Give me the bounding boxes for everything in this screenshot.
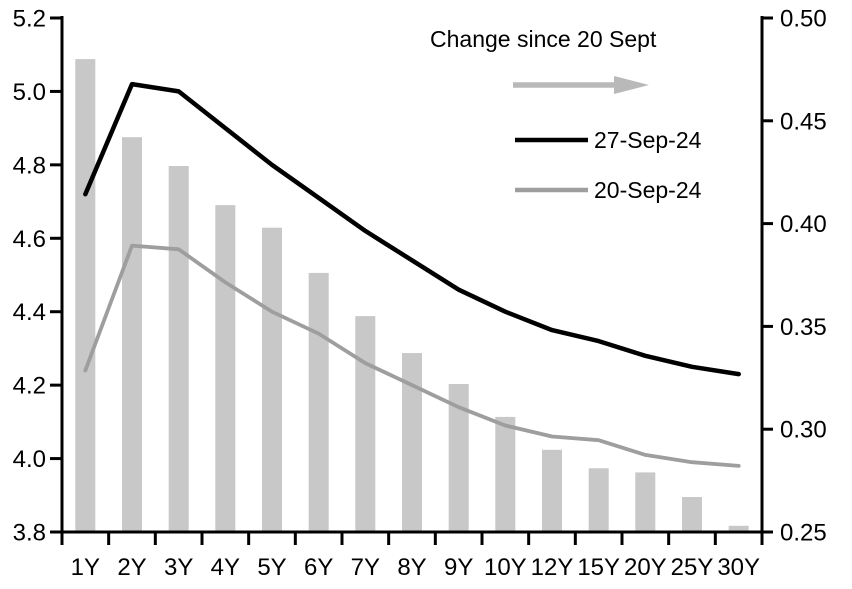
- x-axis-label-7Y: 7Y: [351, 554, 380, 581]
- left-axis-tick-label: 4.8: [13, 152, 46, 179]
- x-axis-label-9Y: 9Y: [444, 554, 473, 581]
- left-axis-tick-label: 4.2: [13, 373, 46, 400]
- left-axis-tick-label: 4.4: [13, 299, 46, 326]
- bar-4Y: [215, 205, 236, 532]
- bar-9Y: [448, 384, 469, 532]
- x-axis-label-5Y: 5Y: [257, 554, 286, 581]
- x-axis-label-12Y: 12Y: [531, 554, 574, 581]
- legend-label-27-sep-24: 27-Sep-24: [594, 127, 702, 153]
- bar-3Y: [168, 166, 189, 532]
- legend-label-20-sep-24: 20-Sep-24: [594, 177, 702, 203]
- left-axis-tick-label: 5.0: [13, 79, 46, 106]
- x-axis-label-8Y: 8Y: [397, 554, 426, 581]
- right-axis-tick-label: 0.25: [780, 520, 827, 547]
- x-axis-label-20Y: 20Y: [624, 554, 667, 581]
- bar-5Y: [262, 227, 282, 532]
- right-axis-tick-label: 0.40: [780, 211, 827, 238]
- bars-group: [75, 59, 749, 532]
- bar-15Y: [588, 468, 609, 532]
- legend-title: Change since 20 Sept: [430, 26, 657, 52]
- left-axis-tick-label: 4.6: [13, 226, 46, 253]
- right-axis-tick-label: 0.50: [780, 6, 827, 33]
- left-axis-tick-label: 3.8: [13, 520, 46, 547]
- x-axis-label-1Y: 1Y: [71, 554, 100, 581]
- bar-25Y: [682, 497, 702, 532]
- bar-8Y: [402, 353, 422, 532]
- left-axis-tick-label: 4.0: [13, 446, 46, 473]
- legend-group: [513, 76, 649, 193]
- x-axis-label-6Y: 6Y: [304, 554, 333, 581]
- bar-10Y: [495, 416, 516, 532]
- bar-7Y: [355, 316, 376, 532]
- x-axis-label-25Y: 25Y: [671, 554, 714, 581]
- bar-1Y: [75, 59, 96, 532]
- bar-2Y: [122, 137, 142, 532]
- x-axis-label-3Y: 3Y: [164, 554, 193, 581]
- x-axis-label-4Y: 4Y: [211, 554, 240, 581]
- change-arrow-icon: [614, 76, 649, 94]
- left-axis-tick-label: 5.2: [13, 6, 46, 33]
- x-axis-label-2Y: 2Y: [117, 554, 146, 581]
- right-axis-tick-label: 0.35: [780, 314, 827, 341]
- bar-6Y: [308, 272, 329, 532]
- right-axis-tick-label: 0.30: [780, 417, 827, 444]
- series-line-20-sep-24: [83, 243, 741, 468]
- bar-20Y: [635, 472, 656, 532]
- bar-30Y: [728, 525, 749, 532]
- series-line-27-sep-24: [83, 81, 741, 377]
- x-axis-label-10Y: 10Y: [484, 554, 527, 581]
- right-axis-tick-label: 0.45: [780, 108, 827, 135]
- bar-12Y: [542, 449, 562, 532]
- x-axis-label-30Y: 30Y: [717, 554, 760, 581]
- axes-group: 3.8 4.0 4.2 4.4 4.6 4.8 5.0 5.2 0.25 0.30 0.35 0.40…: [13, 6, 827, 582]
- x-axis-label-15Y: 15Y: [577, 554, 620, 581]
